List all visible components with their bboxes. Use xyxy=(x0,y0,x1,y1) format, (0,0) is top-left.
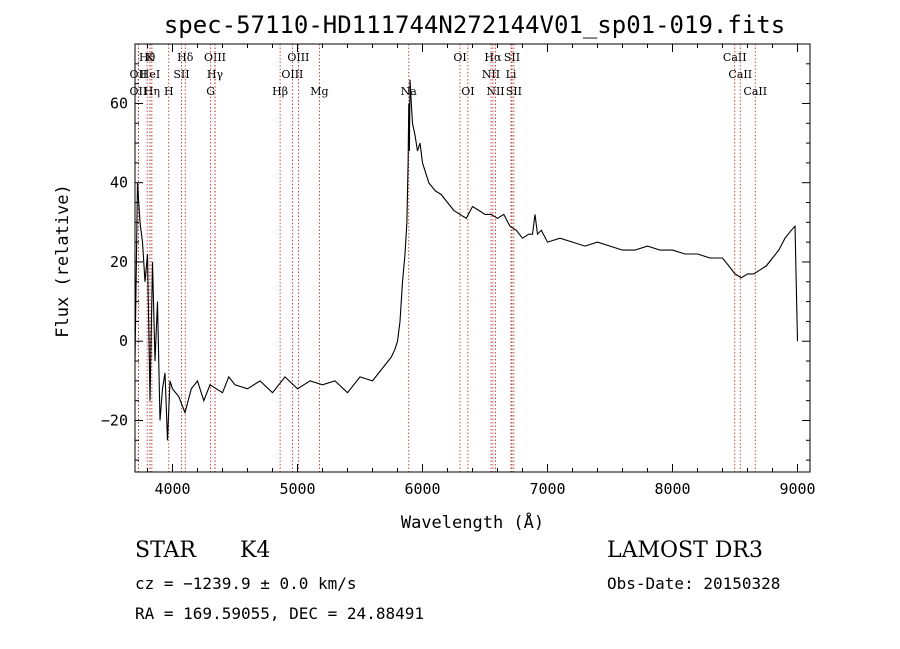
spectral-line-label: Mg xyxy=(310,85,328,98)
x-tick-label: 6000 xyxy=(404,480,440,498)
spectral-line-label: Hα xyxy=(484,51,502,64)
velocity-label: cz = −1239.9 ± 0.0 km/s xyxy=(135,574,357,593)
spectral-line-label: CaII xyxy=(743,85,767,98)
y-tick-label: 0 xyxy=(119,332,128,350)
spectral-line-label: OI xyxy=(461,85,474,98)
y-tick-label: −20 xyxy=(101,411,128,429)
spectral-line-label: Hη xyxy=(144,85,160,98)
spectral-line-label: SII xyxy=(504,51,520,64)
obs-date-label: Obs-Date: 20150328 xyxy=(607,574,781,593)
spectral-line-label: NII xyxy=(482,68,500,81)
spectral-line-label: H xyxy=(164,85,174,98)
x-axis-label: Wavelength (Å) xyxy=(401,511,544,533)
spectral-line-label: CaII xyxy=(723,51,747,64)
spectral-line-label: OII xyxy=(130,85,148,98)
spectral-line-label: Hδ xyxy=(177,51,194,64)
spectral-line-label: Hθ xyxy=(139,51,156,64)
y-tick-label: 60 xyxy=(110,94,128,112)
spectral-line-label: OI xyxy=(453,51,466,64)
y-tick-label: 20 xyxy=(110,253,128,271)
y-tick-label: 40 xyxy=(110,174,128,192)
spectral-line-label: Na xyxy=(401,85,418,98)
x-tick-label: 9000 xyxy=(779,480,815,498)
x-tick-label: 4000 xyxy=(154,480,190,498)
spectral-line-label: K xyxy=(146,51,155,64)
object-class: STAR xyxy=(135,538,196,563)
spectral-line-label: NII xyxy=(486,85,504,98)
spectral-line-label: HeI xyxy=(140,68,160,81)
coordinates-label: RA = 169.59055, DEC = 24.88491 xyxy=(135,604,424,623)
x-tick-label: 5000 xyxy=(279,480,315,498)
spectral-line-label: G xyxy=(206,85,215,98)
spectral-line-label: CaII xyxy=(728,68,752,81)
spectral-line-label: OII xyxy=(130,68,148,81)
spectral-line-label: OIII xyxy=(281,68,303,81)
y-axis-label: Flux (relative) xyxy=(53,184,73,338)
x-tick-label: 8000 xyxy=(654,480,690,498)
spectral-line-label: Li xyxy=(506,68,517,81)
spectral-line-label: Hβ xyxy=(272,85,288,98)
survey-label: LAMOST DR3 xyxy=(607,538,763,563)
spectral-line-label: SII xyxy=(173,68,189,81)
spectrum-series-line xyxy=(134,79,799,441)
spectral-line-label: Hγ xyxy=(207,68,224,81)
spectral-line-label: OIII xyxy=(287,51,309,64)
spectral-line-label: SII xyxy=(506,85,522,98)
spectral-line-label: OIII xyxy=(204,51,226,64)
object-subclass: K4 xyxy=(240,538,271,563)
x-tick-label: 7000 xyxy=(529,480,565,498)
chart-title: spec-57110-HD111744N272144V01_sp01-019.f… xyxy=(164,11,785,39)
